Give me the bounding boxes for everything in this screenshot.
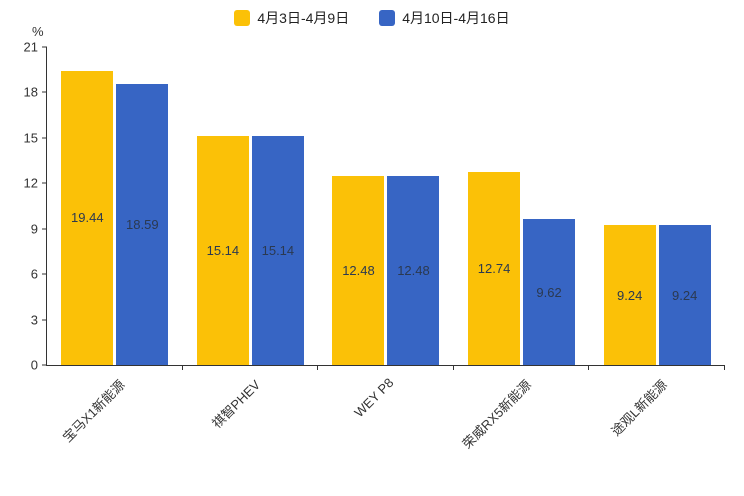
legend-label: 4月3日-4月9日 bbox=[257, 10, 350, 26]
bar-value-label: 9.24 bbox=[617, 287, 643, 303]
bar-value-label: 9.24 bbox=[672, 287, 698, 303]
bar-group-3: 12.48 12.48 bbox=[318, 47, 454, 365]
bar-value-label: 12.48 bbox=[397, 263, 430, 279]
legend-label: 4月10日-4月16日 bbox=[402, 10, 510, 26]
x-tick-mark bbox=[588, 365, 590, 370]
bar-group-5: 9.24 9.24 bbox=[589, 47, 725, 365]
y-axis-unit-label: % bbox=[32, 24, 44, 39]
legend-swatch-icon bbox=[234, 10, 251, 26]
legend-item-1[interactable]: 4月3日-4月9日 bbox=[234, 8, 349, 28]
bar-series2-item2: 15.14 bbox=[251, 135, 304, 365]
chart-legend: 4月3日-4月9日 4月10日-4月16日 bbox=[0, 8, 744, 28]
y-tick-label: 21 bbox=[23, 39, 38, 55]
bar-value-label: 18.59 bbox=[126, 216, 159, 232]
x-tick-label: 途观L新能源 bbox=[608, 377, 670, 439]
x-tick-label: WEY P8 bbox=[351, 375, 397, 421]
bar-value-label: 9.62 bbox=[536, 284, 562, 300]
bars-container: 19.44 18.59 15.14 15.14 12.48 12.48 12.74 9.62 9… bbox=[47, 47, 725, 365]
x-tick-mark bbox=[317, 365, 319, 370]
legend-swatch-icon bbox=[379, 10, 396, 26]
x-tick-label: 荣威RX5新能源 bbox=[459, 377, 535, 452]
y-tick-label: 0 bbox=[30, 357, 38, 373]
y-tick-label: 6 bbox=[30, 266, 38, 282]
bar-series1-item2: 15.14 bbox=[196, 135, 249, 365]
y-tick-mark bbox=[42, 182, 47, 184]
bar-group-1: 19.44 18.59 bbox=[47, 47, 183, 365]
x-tick-mark bbox=[724, 365, 725, 370]
bar-series1-item1: 19.44 bbox=[61, 70, 114, 365]
x-tick-label: 宝马X1新能源 bbox=[59, 377, 128, 445]
bar-value-label: 15.14 bbox=[261, 242, 295, 258]
bar-series2-item1: 18.59 bbox=[116, 83, 169, 365]
bar-series2-item5: 9.24 bbox=[658, 225, 711, 365]
bar-series1-item4: 12.74 bbox=[468, 172, 521, 365]
y-tick-mark bbox=[42, 137, 47, 139]
legend-item-2[interactable]: 4月10日-4月16日 bbox=[379, 8, 510, 28]
plot-area: 19.44 18.59 15.14 15.14 12.48 12.48 12.74 9.62 9… bbox=[24, 41, 725, 452]
y-tick-mark bbox=[42, 228, 47, 230]
bar-series1-item3: 12.48 bbox=[332, 176, 385, 365]
y-tick-label: 9 bbox=[30, 221, 38, 237]
x-tick-mark bbox=[181, 365, 183, 370]
y-tick-mark bbox=[42, 319, 47, 321]
bar-value-label: 12.48 bbox=[342, 263, 375, 279]
bar-series2-item3: 12.48 bbox=[387, 176, 440, 365]
y-tick-label: 18 bbox=[23, 84, 38, 100]
y-tick-mark bbox=[42, 46, 47, 48]
bar-series1-item5: 9.24 bbox=[603, 225, 656, 365]
bar-series2-item4: 9.62 bbox=[523, 219, 576, 365]
bar-group-4: 12.74 9.62 bbox=[454, 47, 590, 365]
x-tick-mark bbox=[452, 365, 454, 370]
bar-value-label: 12.74 bbox=[477, 261, 511, 277]
bar-value-label: 19.44 bbox=[71, 210, 104, 226]
x-tick-label: 祺智PHEV bbox=[209, 377, 264, 432]
y-tick-mark bbox=[42, 364, 47, 366]
y-tick-label: 12 bbox=[23, 175, 38, 191]
bar-value-label: 15.14 bbox=[206, 242, 240, 258]
y-tick-mark bbox=[42, 273, 47, 275]
y-tick-label: 3 bbox=[30, 312, 38, 328]
y-tick-mark bbox=[42, 91, 47, 93]
bar-group-2: 15.14 15.14 bbox=[183, 47, 319, 365]
y-tick-label: 15 bbox=[23, 130, 38, 146]
